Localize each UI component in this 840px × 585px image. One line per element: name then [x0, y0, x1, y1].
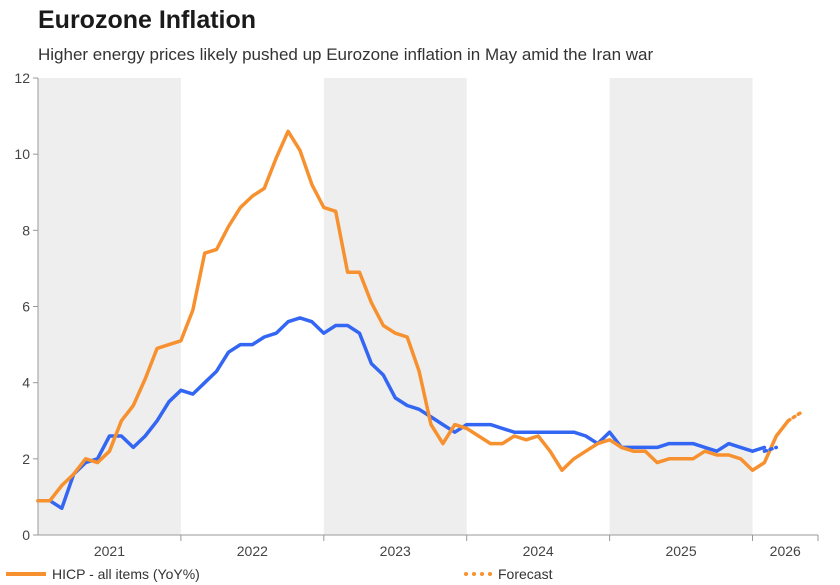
x-tick-label: 2021: [94, 543, 125, 559]
y-tick-label: 12: [14, 70, 30, 86]
x-tick-label: 2024: [523, 543, 554, 559]
x-tick-label: 2023: [380, 543, 411, 559]
y-tick-label: 6: [22, 299, 30, 315]
y-tick-label: 4: [22, 375, 30, 391]
x-tick-label: 2022: [237, 543, 268, 559]
y-tick-label: 0: [22, 527, 30, 543]
y-tick-label: 8: [22, 222, 30, 238]
legend-label-hicp: HICP - all items (YoY%): [52, 566, 200, 582]
forecast-line-core: [762, 445, 779, 453]
x-tick-label: 2026: [770, 543, 801, 559]
y-tick-label: 2: [22, 451, 30, 467]
shade-band-2023: [323, 78, 467, 535]
chart-title: Eurozone Inflation: [38, 6, 257, 34]
series-line-hicp: [36, 129, 790, 503]
chart-subtitle: Higher energy prices likely pushed up Eu…: [38, 45, 654, 64]
legend-item-hicp: HICP - all items (YoY%): [6, 566, 200, 582]
series-line-core: [36, 316, 767, 511]
forecast-line-hicp: [786, 411, 802, 423]
legend-swatch-dotted: [464, 572, 492, 576]
legend-swatch-solid: [6, 572, 46, 576]
shade-band-2021: [38, 78, 181, 535]
legend-item-forecast: Forecast: [464, 566, 552, 582]
y-tick-label: 10: [14, 146, 30, 162]
shade-band-2025: [609, 78, 753, 535]
legend-label-forecast: Forecast: [498, 566, 553, 582]
x-tick-label: 2025: [665, 543, 696, 559]
